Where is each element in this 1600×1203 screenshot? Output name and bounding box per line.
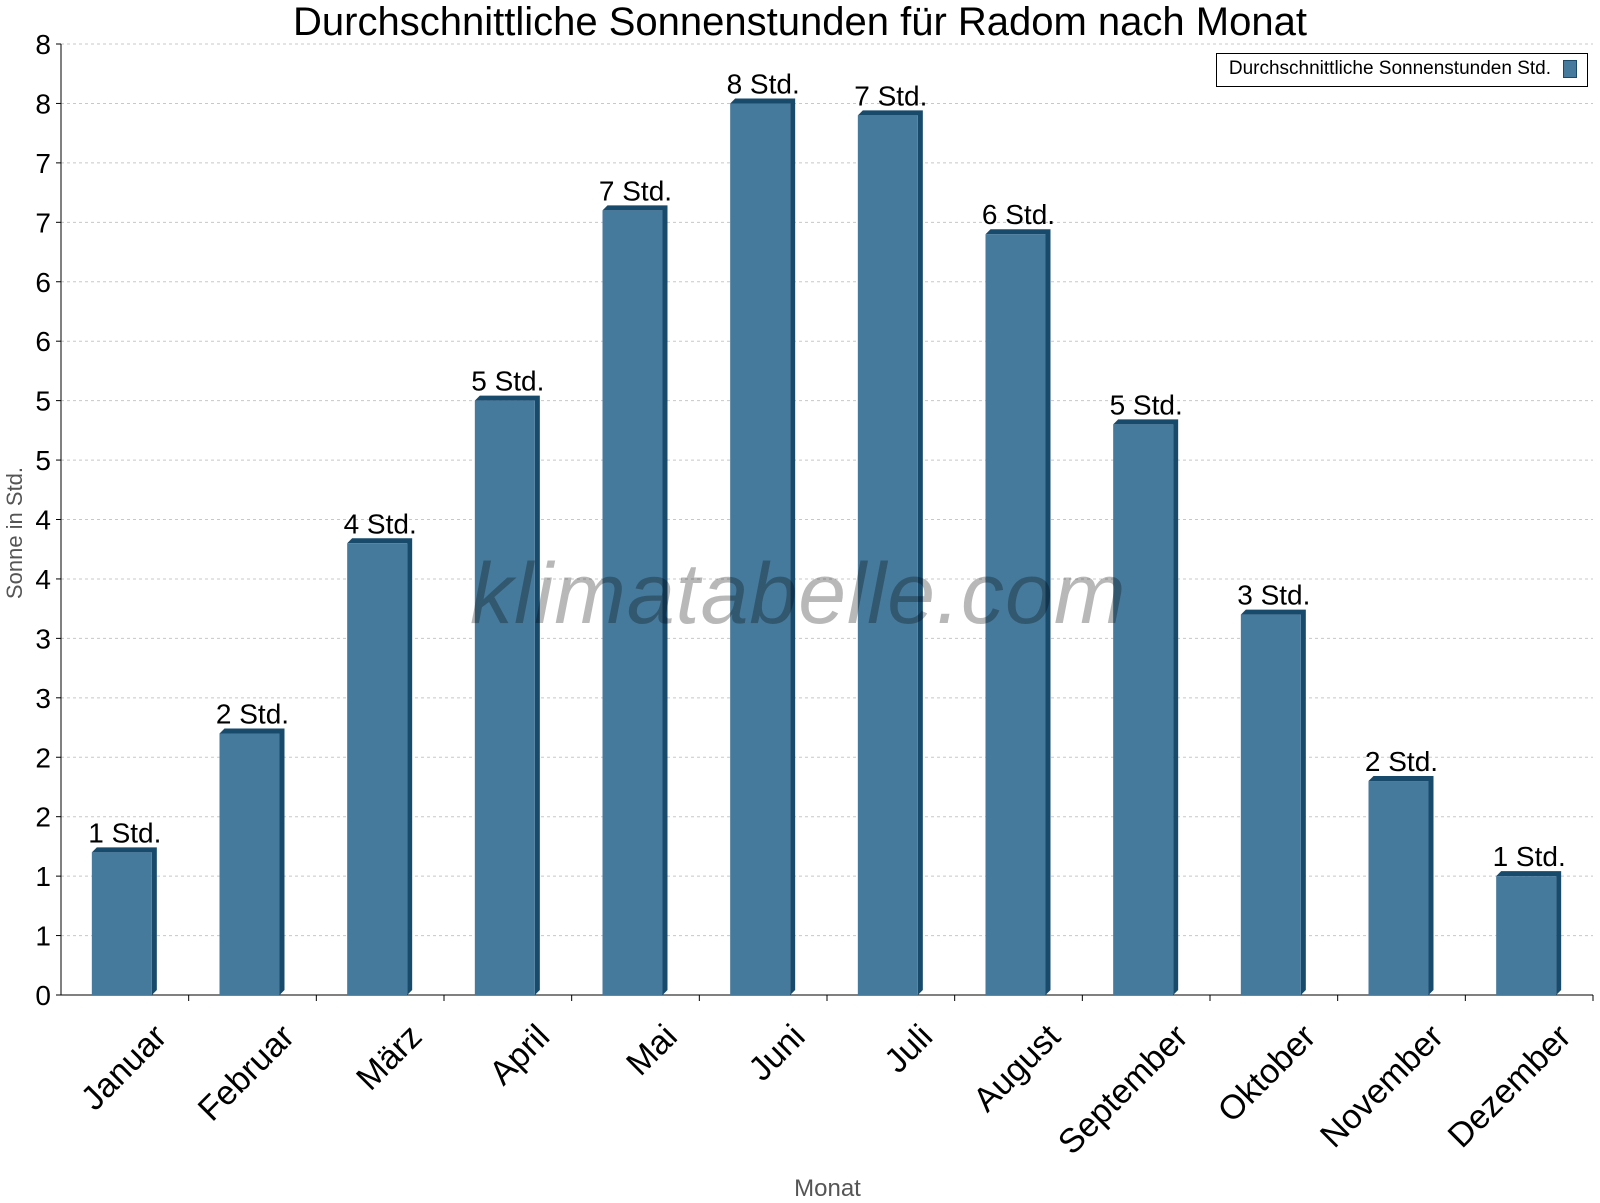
x-tick-label: August: [966, 1017, 1068, 1119]
y-tick-label: 6: [35, 267, 51, 298]
x-tick-label: Oktober: [1211, 1017, 1323, 1129]
data-label: 4 Std.: [344, 508, 417, 539]
bar: [91, 852, 152, 995]
data-label: 5 Std.: [471, 366, 544, 397]
y-tick-label: 7: [35, 148, 51, 179]
legend-swatch: [1563, 60, 1577, 78]
y-tick-label: 1: [35, 921, 51, 952]
data-label: 1 Std.: [1493, 841, 1566, 872]
y-tick-label: 2: [35, 802, 51, 833]
y-axis-label: Sonne in Std.: [2, 466, 27, 600]
y-tick-label: 4: [35, 505, 51, 536]
bar: [474, 400, 535, 995]
x-tick-label: Februar: [191, 1017, 302, 1128]
y-tick-label: 5: [35, 386, 51, 417]
x-tick-label: September: [1051, 1017, 1195, 1161]
y-tick-label: 3: [35, 683, 51, 714]
y-tick-label: 2: [35, 742, 51, 773]
y-tick-label: 5: [35, 445, 51, 476]
y-tick-label: 6: [35, 326, 51, 357]
x-tick-label: Juni: [741, 1017, 812, 1088]
x-tick-label: November: [1313, 1017, 1451, 1155]
bar: [1368, 781, 1429, 995]
legend: Durchschnittliche Sonnenstunden Std.: [1215, 53, 1588, 87]
y-tick-label: 8: [35, 88, 51, 119]
bar: [1113, 424, 1174, 995]
x-tick-label: Mai: [619, 1017, 685, 1083]
x-tick-label: Juli: [877, 1017, 940, 1080]
bar: [857, 115, 918, 995]
data-label: 5 Std.: [1110, 389, 1183, 420]
bar: [1240, 614, 1301, 995]
y-tick-label: 3: [35, 623, 51, 654]
legend-label: Durchschnittliche Sonnenstunden Std.: [1228, 58, 1551, 79]
data-label: 1 Std.: [88, 817, 161, 848]
x-tick-label: April: [482, 1017, 557, 1092]
x-tick-label: März: [349, 1017, 429, 1097]
bar: [1496, 876, 1557, 995]
data-label: 2 Std.: [1365, 746, 1438, 777]
data-label: 6 Std.: [982, 199, 1055, 230]
y-tick-label: 4: [35, 564, 51, 595]
bar: [347, 543, 408, 995]
y-tick-label: 7: [35, 207, 51, 238]
bar: [730, 103, 791, 995]
x-axis-label: Monat: [794, 1175, 861, 1202]
y-tick-label: 0: [35, 980, 51, 1011]
x-tick-label: Januar: [74, 1017, 174, 1117]
data-label: 7 Std.: [854, 80, 927, 111]
data-label: 8 Std.: [727, 68, 800, 99]
bar: [219, 733, 280, 995]
bar: [985, 234, 1046, 995]
x-tick-label: Dezember: [1441, 1017, 1579, 1155]
y-tick-label: 1: [35, 861, 51, 892]
data-label: 3 Std.: [1237, 580, 1310, 611]
chart-title: Durchschnittliche Sonnenstunden für Rado…: [293, 0, 1307, 44]
bar: [602, 210, 663, 996]
y-tick-label: 8: [35, 29, 51, 60]
data-label: 7 Std.: [599, 175, 672, 206]
watermark: klimatabelle.com: [470, 546, 1127, 642]
data-label: 2 Std.: [216, 698, 289, 729]
